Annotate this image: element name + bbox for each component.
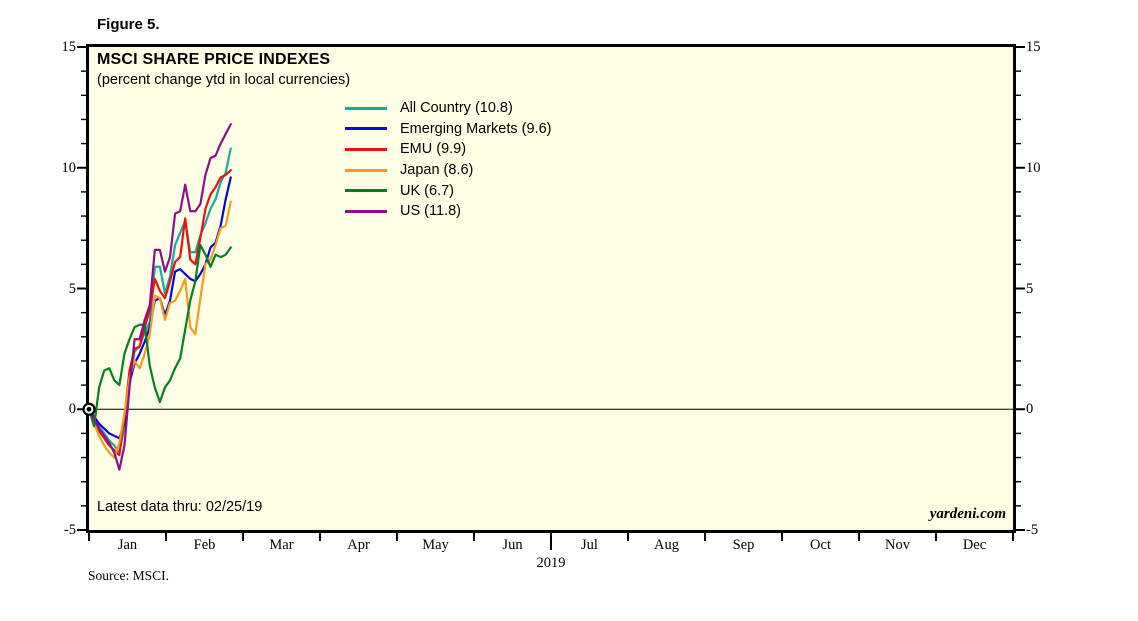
month-label-jan: Jan xyxy=(117,537,138,553)
month-label-apr: Apr xyxy=(347,537,370,553)
y-axis-label-right: 0 xyxy=(1026,401,1034,418)
y-axis-label-right: 15 xyxy=(1026,39,1041,55)
y-axis-label-right: -5 xyxy=(1026,522,1039,538)
month-label-dec: Dec xyxy=(962,537,987,553)
legend-line-sample xyxy=(345,147,387,151)
y-axis-label-right: 5 xyxy=(1026,280,1034,297)
legend-line-sample xyxy=(345,189,387,193)
legend-label: Emerging Markets (9.6) xyxy=(400,120,552,137)
y-axis-label-left: 0 xyxy=(68,401,76,418)
chart-title: MSCI SHARE PRICE INDEXES xyxy=(97,51,331,68)
y-axis-label-left: 5 xyxy=(68,280,76,297)
legend-item-emerging-markets: Emerging Markets (9.6) xyxy=(345,119,552,140)
legend: All Country (10.8) Emerging Markets (9.6… xyxy=(345,98,552,222)
legend-label: Japan (8.6) xyxy=(400,162,474,179)
y-axis-label-left: 10 xyxy=(61,159,77,176)
x-axis-year-label: 2019 xyxy=(536,555,566,571)
month-label-sep: Sep xyxy=(732,537,755,553)
legend-item-all-country: All Country (10.8) xyxy=(345,98,552,119)
legend-label: UK (6.7) xyxy=(400,182,454,199)
month-label-nov: Nov xyxy=(885,537,910,553)
legend-item-uk: UK (6.7) xyxy=(345,180,552,201)
legend-item-us: US (11.8) xyxy=(345,201,552,222)
legend-line-sample xyxy=(345,209,387,213)
figure-label: Figure 5. xyxy=(97,16,160,33)
y-axis-label-left: 15 xyxy=(61,39,77,55)
y-axis-label-left: -5 xyxy=(63,522,76,538)
title-block: MSCI SHARE PRICE INDEXES (percent change… xyxy=(97,51,350,88)
legend-label: All Country (10.8) xyxy=(400,100,513,117)
legend-item-japan: Japan (8.6) xyxy=(345,160,552,181)
legend-line-sample xyxy=(345,106,387,110)
legend-item-emu: EMU (9.9) xyxy=(345,139,552,160)
chart-subtitle: (percent change ytd in local currencies) xyxy=(97,72,351,88)
month-label-aug: Aug xyxy=(654,537,679,553)
latest-data-note: Latest data thru: 02/25/19 xyxy=(97,499,263,515)
legend-line-sample xyxy=(345,127,387,131)
watermark: yardeni.com xyxy=(929,506,1006,522)
month-label-feb: Feb xyxy=(193,537,216,553)
month-label-jun: Jun xyxy=(502,537,523,553)
plot-area xyxy=(86,44,1016,533)
legend-label: EMU (9.9) xyxy=(400,141,467,158)
month-label-oct: Oct xyxy=(810,537,831,553)
y-axis-label-right: 10 xyxy=(1026,159,1041,176)
month-label-jul: Jul xyxy=(581,537,598,553)
month-label-mar: Mar xyxy=(269,537,294,553)
legend-label: US (11.8) xyxy=(400,203,461,220)
source-note: Source: MSCI. xyxy=(88,568,169,583)
month-label-may: May xyxy=(422,537,449,553)
legend-line-sample xyxy=(345,168,387,172)
